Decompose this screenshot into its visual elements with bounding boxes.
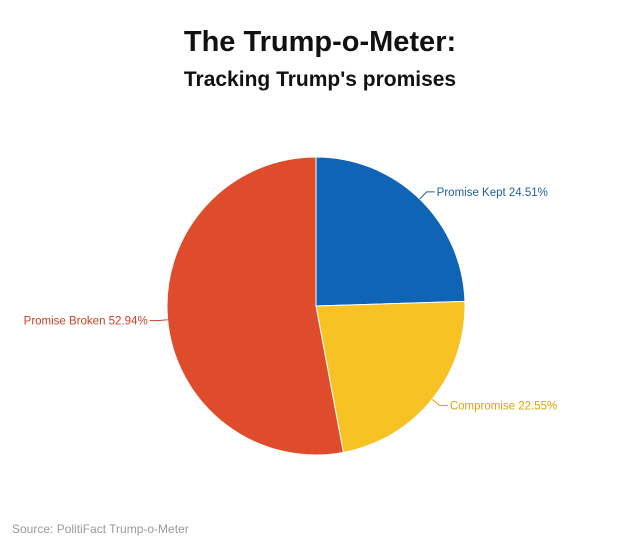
pie-slice-promise-broken[interactable] [166, 156, 344, 456]
source-note: Source: PolitiFact Trump-o-Meter [12, 522, 189, 536]
pie-leader-compromise [431, 399, 448, 407]
pie-slice-promise-kept[interactable] [315, 156, 466, 307]
chart-subtitle: Tracking Trump's promises [183, 68, 457, 91]
pie-leader-promise-broken [149, 319, 168, 322]
pie-leader-promise-kept [419, 191, 435, 200]
pie-slice-compromise[interactable] [315, 300, 466, 454]
chart-title: The Trump-o-Meter: [183, 26, 457, 58]
pie-label-promise-broken: Promise Broken 52.94% [24, 316, 148, 328]
pie-label-promise-kept: Promise Kept 24.51% [437, 187, 548, 199]
pie-label-compromise: Compromise 22.55% [450, 401, 557, 413]
